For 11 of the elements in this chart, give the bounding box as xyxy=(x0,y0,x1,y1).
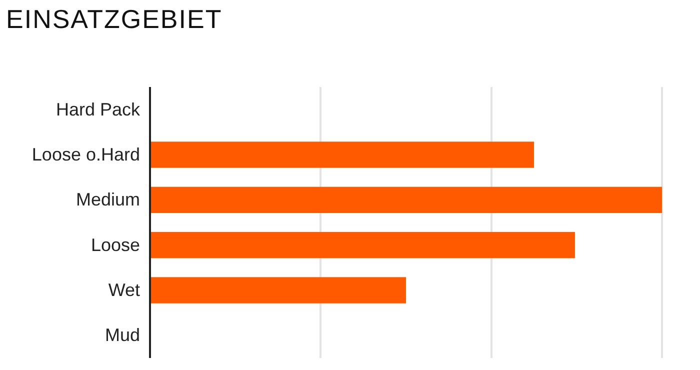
bar xyxy=(150,232,575,258)
y-tick-label: Loose xyxy=(90,234,140,255)
bar xyxy=(150,277,406,304)
y-tick-label: Loose o.Hard xyxy=(32,144,140,165)
bar xyxy=(150,142,534,168)
y-tick-label: Medium xyxy=(76,190,140,210)
y-tick-label: Mud xyxy=(104,325,140,346)
chart-title: EINSATZGEBIET xyxy=(6,4,222,34)
bar xyxy=(150,186,662,214)
y-tick-label: Hard Pack xyxy=(56,99,141,120)
y-tick-label: Wet xyxy=(108,280,140,300)
